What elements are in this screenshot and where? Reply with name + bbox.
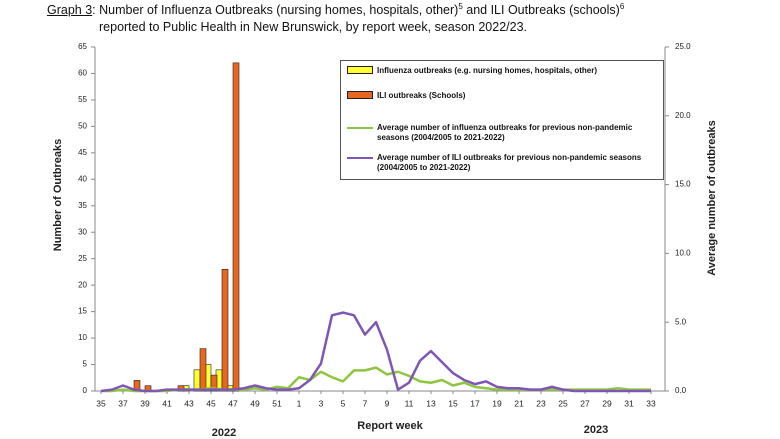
y-tick-label: 60 xyxy=(78,69,87,78)
y-tick-label: 15 xyxy=(78,307,87,316)
chart-title: Graph 3: Number of Influenza Outbreaks (… xyxy=(47,2,624,36)
x-tick-label: 7 xyxy=(363,398,368,408)
x-tick-label: 29 xyxy=(602,398,612,408)
legend-entry: Influenza outbreaks (e.g. nursing homes,… xyxy=(347,66,652,76)
x-tick-label: 43 xyxy=(184,398,194,408)
y-tick-label: 40 xyxy=(78,174,87,183)
y-tick-label: 55 xyxy=(78,95,87,104)
y-tick-label: 0 xyxy=(83,386,88,395)
footnote-ref: 5 xyxy=(458,2,463,11)
x-tick-label: 9 xyxy=(385,398,390,408)
x-tick-label: 47 xyxy=(228,398,238,408)
x-tick-label: 31 xyxy=(624,398,634,408)
legend-swatch xyxy=(347,127,373,129)
x-tick-label: 17 xyxy=(470,398,480,408)
y-tick-label: 5 xyxy=(83,360,88,369)
x-tick-label: 11 xyxy=(405,398,414,408)
y2-tick-label: 0.0 xyxy=(675,386,687,395)
x-axis-title: Report week xyxy=(357,420,423,432)
x-tick-label: 23 xyxy=(536,398,546,408)
x-tick-label: 15 xyxy=(448,398,458,408)
x-tick-label: 21 xyxy=(514,398,524,408)
bar xyxy=(210,374,218,392)
y2-tick-label: 5.0 xyxy=(675,317,687,326)
y2-tick-label: 25.0 xyxy=(675,42,691,51)
x-tick-label: 33 xyxy=(646,398,656,408)
x-tick-label: 13 xyxy=(426,398,436,408)
legend-label: Average number of influenza outbreaks fo… xyxy=(377,123,633,142)
legend-entry: ILI outbreaks (Schools) xyxy=(347,91,652,101)
legend-label: ILI outbreaks (Schools) xyxy=(377,91,466,100)
y2-tick-label: 10.0 xyxy=(675,249,691,258)
x-tick-label: 27 xyxy=(580,398,590,408)
y-tick-label: 30 xyxy=(78,227,87,236)
x-tick-label: 19 xyxy=(492,398,502,408)
x-tick-label: 37 xyxy=(118,398,128,408)
title-label: Graph 3 xyxy=(47,3,93,17)
bar xyxy=(193,369,201,392)
legend-swatch xyxy=(347,91,373,99)
footnote-ref: 6 xyxy=(619,2,625,11)
bar xyxy=(232,62,240,392)
y-tick-label: 50 xyxy=(78,121,87,130)
y-tick-label: 45 xyxy=(78,148,87,157)
x-tick-label: 41 xyxy=(162,398,172,408)
y-tick-label: 10 xyxy=(78,333,87,342)
line xyxy=(100,311,651,393)
legend: Influenza outbreaks (e.g. nursing homes,… xyxy=(340,60,664,180)
bar xyxy=(221,268,229,392)
x-tick-label: 49 xyxy=(250,398,260,408)
x-tick-label: 35 xyxy=(96,398,106,408)
y-axis-title: Number of Outbreaks xyxy=(52,139,64,251)
y-tick-label: 65 xyxy=(78,42,87,51)
title-text: : Number of Influenza Outbreaks (nursing… xyxy=(92,3,459,17)
x-tick-label: 25 xyxy=(558,398,568,408)
y2-tick-label: 15.0 xyxy=(675,180,691,189)
x-tick-label: 39 xyxy=(140,398,150,408)
x-tick-label: 45 xyxy=(206,398,216,408)
bar xyxy=(199,348,207,392)
x-tick-label: 3 xyxy=(319,398,324,408)
bar xyxy=(177,385,185,392)
y-tick-label: 20 xyxy=(78,280,87,289)
legend-entry: Average number of influenza outbreaks fo… xyxy=(347,123,652,143)
x-tick-label: 51 xyxy=(272,398,282,408)
legend-label: Influenza outbreaks (e.g. nursing homes,… xyxy=(377,66,598,75)
y-tick-label: 25 xyxy=(78,254,87,263)
year-label: 2023 xyxy=(584,424,608,436)
x-tick-label: 1 xyxy=(297,398,302,408)
legend-swatch xyxy=(347,66,373,74)
y2-axis-title: Average number of outbreaks xyxy=(706,120,718,275)
title-text: and ILI Outbreaks (schools) xyxy=(462,3,620,17)
legend-swatch xyxy=(347,157,373,159)
title-text: reported to Public Health in New Brunswi… xyxy=(99,20,528,34)
x-tick-label: 5 xyxy=(341,398,346,408)
legend-label: Average number of ILI outbreaks for prev… xyxy=(377,153,642,172)
y2-tick-label: 20.0 xyxy=(675,111,691,120)
legend-entry: Average number of ILI outbreaks for prev… xyxy=(347,153,652,173)
y-tick-label: 35 xyxy=(78,201,87,210)
year-label: 2022 xyxy=(212,427,236,439)
